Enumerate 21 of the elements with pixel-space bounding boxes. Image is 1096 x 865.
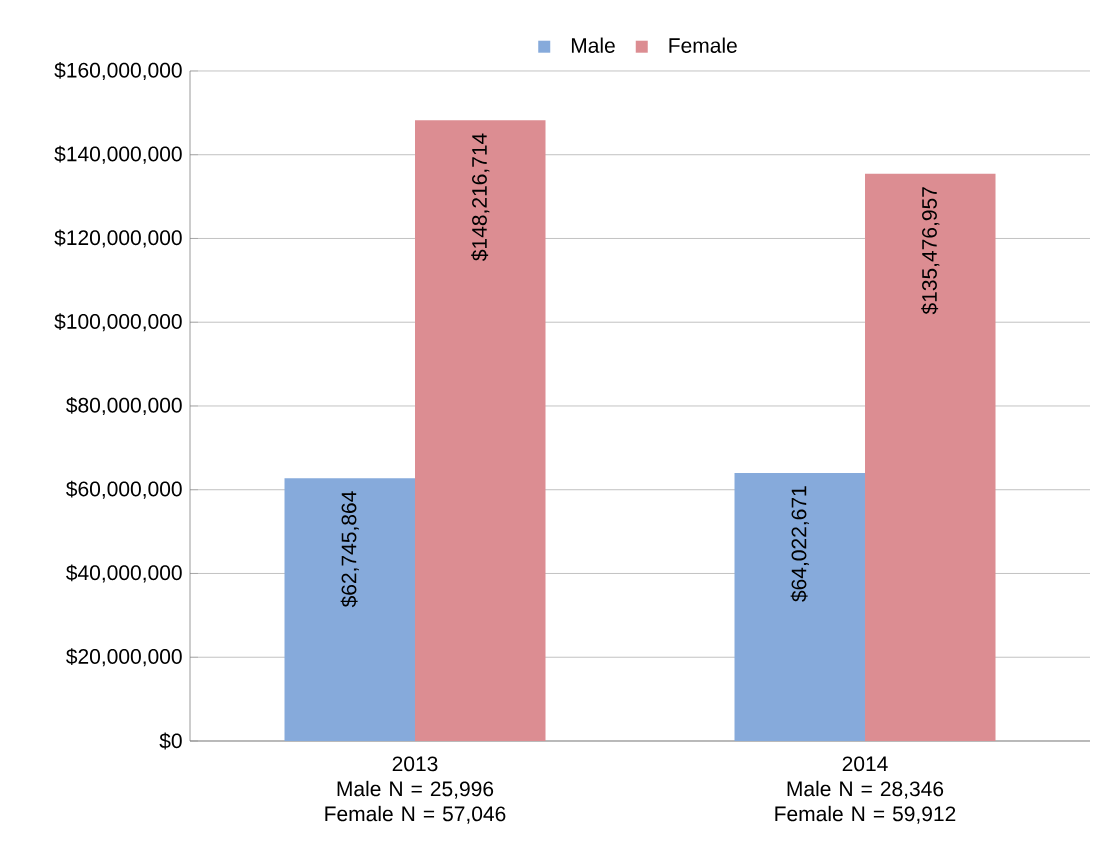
bar: [734, 472, 866, 741]
data-label: $64,022,671: [790, 486, 809, 602]
y-tick-label: $60,000,000: [66, 480, 182, 499]
legend-label: Female: [669, 37, 737, 53]
y-tick-label: $100,000,000: [54, 313, 182, 332]
y-tick-label: $120,000,000: [54, 229, 182, 248]
x-tick-label: 2013 Male N = 25,996 Female N = 57,046: [325, 756, 506, 824]
bar: [415, 120, 546, 741]
y-tick-label: $0: [159, 732, 182, 750]
data-label: $62,745,864: [340, 491, 359, 608]
y-tick-label: $20,000,000: [66, 648, 182, 667]
data-label: $135,476,957: [921, 187, 940, 315]
data-label: $148,216,714: [471, 133, 490, 261]
y-tick-label: $40,000,000: [66, 564, 182, 583]
bar: [284, 478, 416, 741]
y-tick-label: $140,000,000: [54, 145, 182, 164]
legend-label: Male: [571, 37, 615, 53]
y-tick-label: $160,000,000: [54, 61, 182, 81]
x-tick-label: 2014 Male N = 28,346 Female N = 59,912: [775, 756, 956, 824]
bar: [865, 173, 996, 741]
y-tick-label: $80,000,000: [66, 396, 182, 416]
